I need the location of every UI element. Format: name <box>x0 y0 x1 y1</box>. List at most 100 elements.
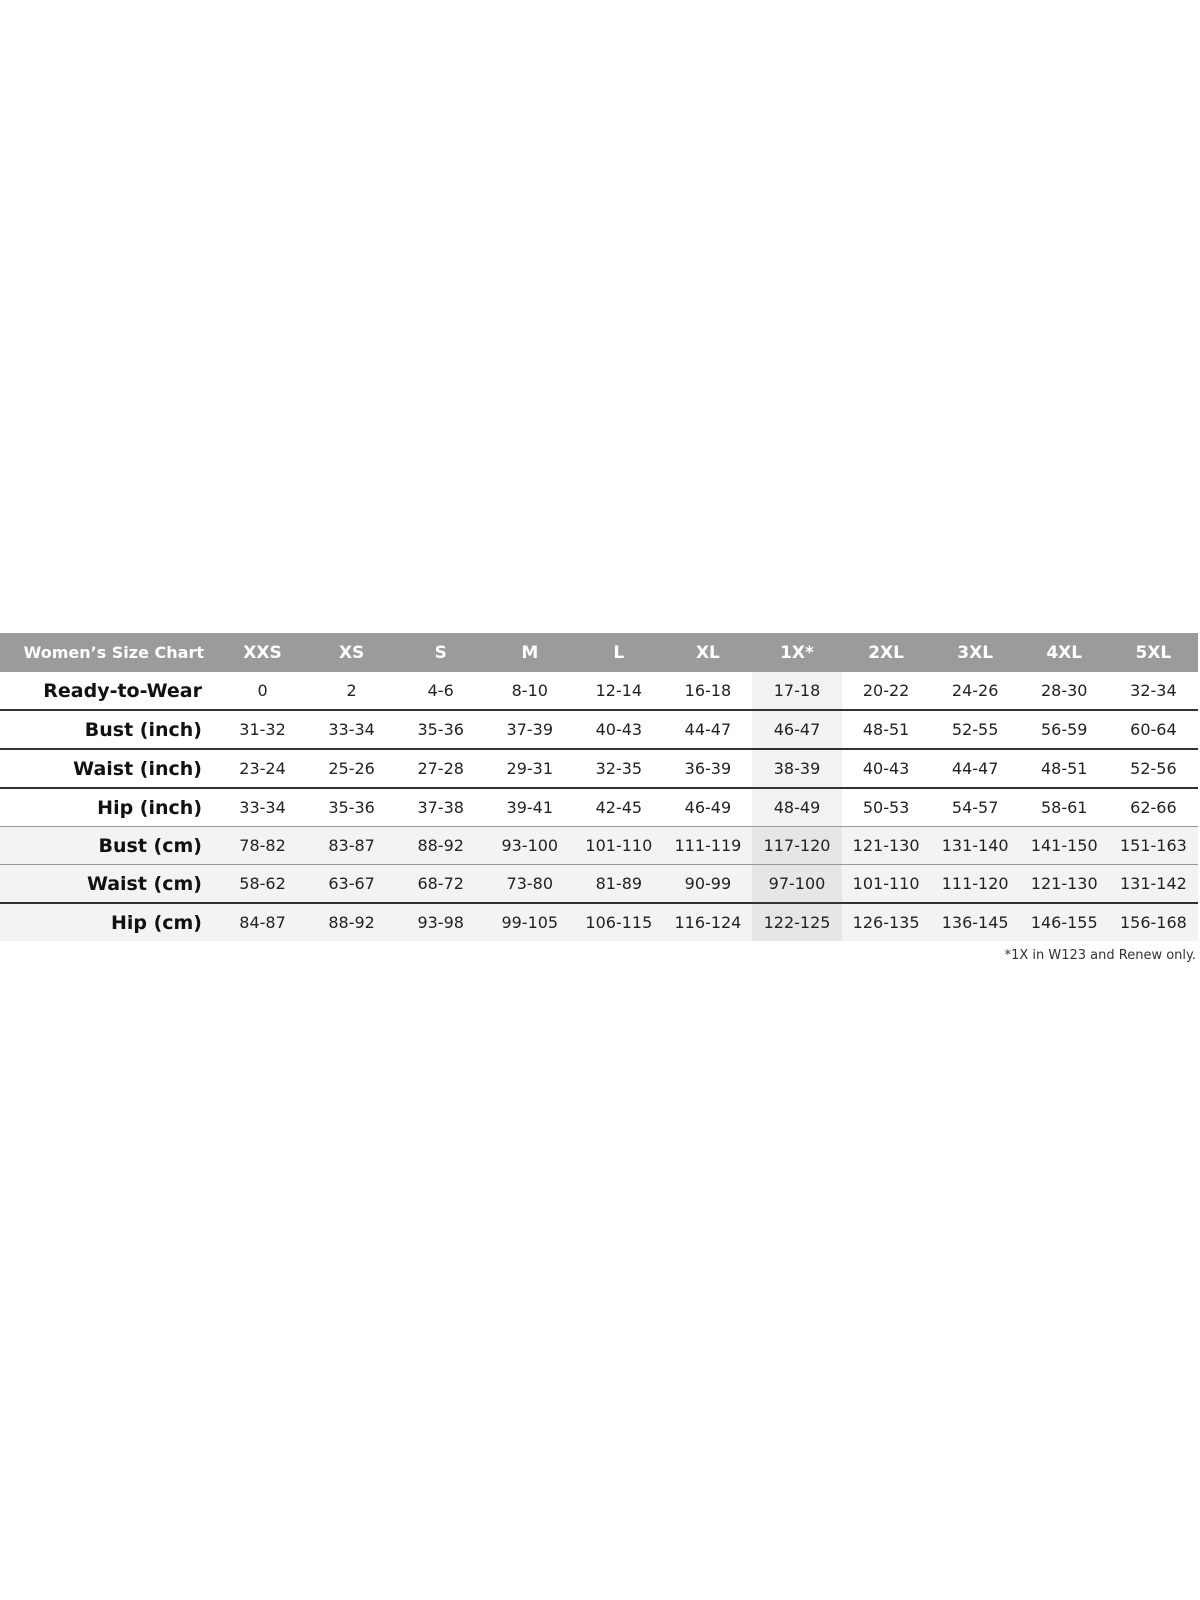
size-value-cell: 52-55 <box>930 710 1020 750</box>
size-value-cell: 28-30 <box>1019 672 1109 711</box>
size-value-cell: 116-124 <box>663 903 753 941</box>
size-value-cell: 117-120 <box>752 826 842 865</box>
size-value-cell: 48-51 <box>841 710 931 750</box>
size-value-cell: 93-98 <box>396 903 486 941</box>
footnote: *1X in W123 and Renew only. <box>1004 948 1196 963</box>
size-value-cell: 151-163 <box>1108 826 1198 865</box>
size-value-cell: 40-43 <box>841 749 931 789</box>
size-value-cell: 44-47 <box>663 710 753 750</box>
size-value-cell: 126-135 <box>841 903 931 941</box>
size-value-cell: 101-110 <box>574 826 664 865</box>
row-label: Waist (cm) <box>0 864 218 904</box>
size-header: L <box>574 633 664 672</box>
size-header: M <box>485 633 575 672</box>
size-value-cell: 46-47 <box>752 710 842 750</box>
size-value-cell: 121-130 <box>1019 864 1109 904</box>
size-value-cell: 63-67 <box>307 864 397 904</box>
size-header: S <box>396 633 486 672</box>
size-value-cell: 93-100 <box>485 826 575 865</box>
size-header: XXS <box>218 633 308 672</box>
size-value-cell: 54-57 <box>930 788 1020 827</box>
size-value-cell: 122-125 <box>752 903 842 941</box>
size-value-cell: 27-28 <box>396 749 486 789</box>
size-header: 4XL <box>1019 633 1109 672</box>
size-value-cell: 17-18 <box>752 672 842 711</box>
size-value-cell: 37-38 <box>396 788 486 827</box>
table-row: Hip (cm) 84-87 88-92 93-98 99-105 106-115 116-… <box>0 903 1198 941</box>
size-value-cell: 62-66 <box>1108 788 1198 827</box>
size-value-cell: 42-45 <box>574 788 664 827</box>
size-value-cell: 111-119 <box>663 826 753 865</box>
size-value-cell: 20-22 <box>841 672 931 711</box>
size-value-cell: 121-130 <box>841 826 931 865</box>
table-row: Hip (inch) 33-34 35-36 37-38 39-41 42-45 46-49… <box>0 788 1198 827</box>
size-value-cell: 2 <box>307 672 397 711</box>
size-value-cell: 33-34 <box>218 788 308 827</box>
table-row: Ready-to-Wear 0 2 4-6 8-10 12-14 16-18 17-18 20-… <box>0 672 1198 711</box>
size-value-cell: 58-61 <box>1019 788 1109 827</box>
size-value-cell: 23-24 <box>218 749 308 789</box>
size-header: 2XL <box>841 633 931 672</box>
size-value-cell: 99-105 <box>485 903 575 941</box>
size-value-cell: 24-26 <box>930 672 1020 711</box>
size-value-cell: 4-6 <box>396 672 486 711</box>
size-value-cell: 136-145 <box>930 903 1020 941</box>
size-value-cell: 12-14 <box>574 672 664 711</box>
size-value-cell: 48-51 <box>1019 749 1109 789</box>
size-value-cell: 32-34 <box>1108 672 1198 711</box>
size-value-cell: 52-56 <box>1108 749 1198 789</box>
header-row: Women’s Size Chart XXS XS S M L XL 1X* 2XL 3XL 4X… <box>0 633 1198 672</box>
size-value-cell: 38-39 <box>752 749 842 789</box>
size-header: 5XL <box>1108 633 1198 672</box>
size-value-cell: 131-142 <box>1108 864 1198 904</box>
size-value-cell: 131-140 <box>930 826 1020 865</box>
table-row: Waist (inch) 23-24 25-26 27-28 29-31 32-35 36-… <box>0 749 1198 789</box>
size-value-cell: 88-92 <box>396 826 486 865</box>
size-value-cell: 33-34 <box>307 710 397 750</box>
size-value-cell: 78-82 <box>218 826 308 865</box>
size-value-cell: 0 <box>218 672 308 711</box>
size-value-cell: 32-35 <box>574 749 664 789</box>
size-value-cell: 90-99 <box>663 864 753 904</box>
size-value-cell: 101-110 <box>841 864 931 904</box>
row-label: Waist (inch) <box>0 749 218 789</box>
chart-title: Women’s Size Chart <box>0 633 218 672</box>
size-value-cell: 46-49 <box>663 788 753 827</box>
size-chart: Women’s Size Chart XXS XS S M L XL 1X* 2XL 3XL 4X… <box>0 633 1198 941</box>
size-value-cell: 25-26 <box>307 749 397 789</box>
row-label: Hip (cm) <box>0 903 218 941</box>
size-value-cell: 16-18 <box>663 672 753 711</box>
row-label: Hip (inch) <box>0 788 218 827</box>
size-header: XL <box>663 633 753 672</box>
size-value-cell: 141-150 <box>1019 826 1109 865</box>
size-value-cell: 146-155 <box>1019 903 1109 941</box>
table-row: Waist (cm) 58-62 63-67 68-72 73-80 81-89 90-99… <box>0 864 1198 904</box>
size-value-cell: 50-53 <box>841 788 931 827</box>
size-value-cell: 37-39 <box>485 710 575 750</box>
size-value-cell: 39-41 <box>485 788 575 827</box>
size-value-cell: 156-168 <box>1108 903 1198 941</box>
size-value-cell: 84-87 <box>218 903 308 941</box>
size-value-cell: 40-43 <box>574 710 664 750</box>
size-value-cell: 36-39 <box>663 749 753 789</box>
row-label: Bust (inch) <box>0 710 218 750</box>
size-value-cell: 35-36 <box>307 788 397 827</box>
size-value-cell: 8-10 <box>485 672 575 711</box>
row-label: Bust (cm) <box>0 826 218 865</box>
size-value-cell: 111-120 <box>930 864 1020 904</box>
size-header: 3XL <box>930 633 1020 672</box>
size-value-cell: 31-32 <box>218 710 308 750</box>
size-value-cell: 83-87 <box>307 826 397 865</box>
size-value-cell: 58-62 <box>218 864 308 904</box>
size-value-cell: 35-36 <box>396 710 486 750</box>
size-value-cell: 68-72 <box>396 864 486 904</box>
size-value-cell: 81-89 <box>574 864 664 904</box>
size-header: 1X* <box>752 633 842 672</box>
row-label: Ready-to-Wear <box>0 672 218 711</box>
size-value-cell: 56-59 <box>1019 710 1109 750</box>
size-value-cell: 88-92 <box>307 903 397 941</box>
size-value-cell: 44-47 <box>930 749 1020 789</box>
size-value-cell: 48-49 <box>752 788 842 827</box>
size-header: XS <box>307 633 397 672</box>
size-value-cell: 29-31 <box>485 749 575 789</box>
